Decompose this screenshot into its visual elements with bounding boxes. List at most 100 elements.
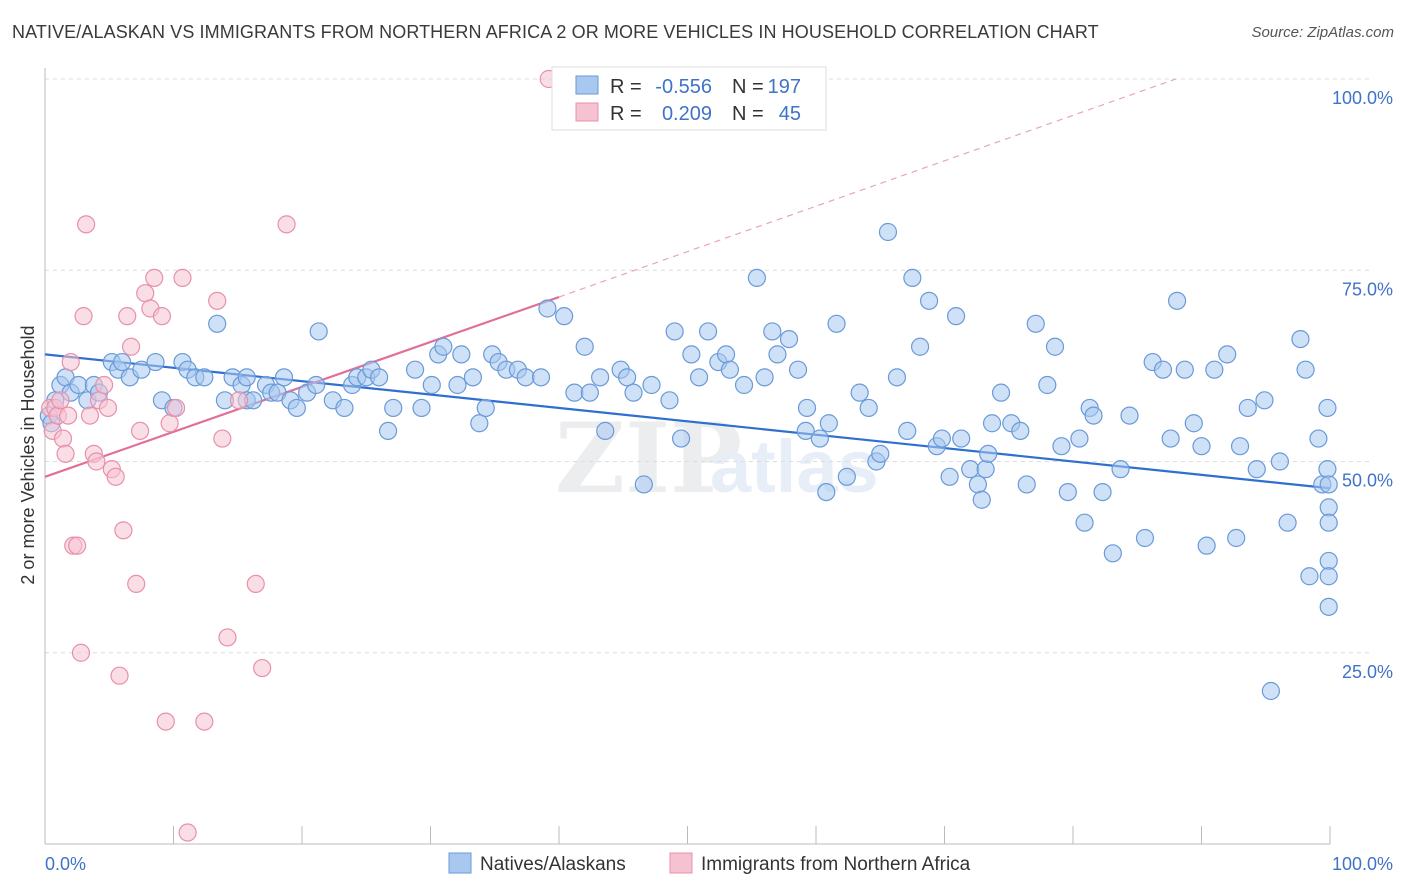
y-tick-label-0: 100.0% [1332, 88, 1393, 108]
natives-point [384, 398, 403, 418]
immigrants-point [218, 628, 237, 647]
series-immigrants-points [41, 69, 558, 842]
natives-point [871, 444, 890, 463]
natives-point [531, 368, 551, 387]
immigrants-point [136, 284, 155, 303]
natives-point [195, 368, 214, 387]
natives-point [660, 391, 679, 410]
natives-point [788, 360, 808, 379]
natives-point [476, 398, 495, 418]
natives-point [976, 460, 995, 479]
natives-point [634, 475, 653, 494]
natives-point [982, 414, 1002, 433]
legend-bottom-swatch-immigrants [669, 852, 693, 874]
natives-point [961, 460, 980, 479]
y-tick-labels: 100.0% 75.0% 50.0% 25.0% [1332, 88, 1393, 682]
natives-point [1011, 421, 1030, 440]
natives-point [779, 330, 799, 349]
legend-n-value-2: 45 [779, 103, 801, 125]
legend-bottom-label-natives: Natives/Alaskans [480, 854, 626, 875]
immigrants-point [95, 375, 114, 395]
immigrants-point [106, 467, 125, 486]
source-label: Source: ZipAtlas.com [1251, 24, 1394, 41]
natives-point [859, 398, 878, 418]
natives-point [1238, 398, 1257, 418]
natives-point [919, 291, 939, 310]
natives-point [682, 345, 701, 364]
natives-point [618, 368, 637, 387]
natives-point [734, 375, 754, 395]
immigrants-point [173, 268, 192, 287]
natives-point [755, 368, 774, 387]
natives-point [979, 444, 998, 463]
immigrants-point [253, 658, 272, 678]
natives-point [1153, 360, 1173, 379]
immigrants-point [114, 521, 133, 540]
natives-point [665, 322, 684, 341]
immigrants-point [68, 536, 87, 555]
natives-point [405, 360, 425, 379]
natives-point [763, 322, 782, 341]
immigrants-point [213, 429, 232, 448]
natives-point [1319, 475, 1338, 494]
natives-point [1205, 360, 1224, 379]
natives-point [1197, 536, 1216, 555]
natives-point [952, 429, 971, 448]
natives-point [671, 429, 691, 448]
natives-point [580, 383, 599, 402]
natives-point [1261, 681, 1280, 701]
natives-point [1192, 437, 1211, 456]
series-natives-points [39, 222, 1338, 701]
natives-point [434, 337, 453, 356]
immigrants-point [59, 406, 78, 425]
immigrants-point [87, 452, 106, 471]
natives-point [1084, 406, 1103, 425]
natives-point [452, 345, 471, 364]
legend-swatch-immigrants [575, 102, 599, 122]
watermark-atlas: atlas [710, 425, 879, 508]
natives-point [422, 375, 441, 395]
natives-point [274, 368, 294, 387]
natives-point [555, 307, 574, 326]
watermark-zip: ZIP [555, 402, 742, 515]
natives-point [972, 490, 991, 509]
legend-top: R = -0.556 N = 197 R = 0.209 N = 45 [551, 66, 827, 131]
immigrants-point [195, 712, 214, 731]
legend-n-label-1: N = [732, 76, 764, 98]
natives-point [1319, 567, 1338, 586]
natives-point [1135, 528, 1155, 548]
natives-point [1058, 483, 1077, 502]
immigrants-point [127, 574, 146, 594]
natives-point [1167, 291, 1187, 310]
immigrants-point [152, 307, 172, 326]
natives-point [1309, 429, 1328, 448]
legend-n-label-2: N = [732, 103, 764, 125]
immigrants-point [98, 398, 118, 418]
natives-point [1218, 345, 1237, 364]
natives-point [1017, 475, 1036, 494]
natives-point [827, 314, 846, 333]
natives-point [720, 360, 740, 379]
natives-point [1319, 597, 1338, 616]
natives-point [689, 368, 709, 387]
natives-point [1270, 452, 1289, 471]
natives-point [1319, 551, 1338, 571]
natives-point [1300, 567, 1319, 586]
legend-r-label-2: R = [610, 103, 642, 125]
immigrants-point [208, 291, 227, 310]
natives-point [1319, 498, 1338, 517]
natives-point [69, 375, 88, 395]
chart-title: NATIVE/ALASKAN VS IMMIGRANTS FROM NORTHE… [12, 22, 1099, 42]
natives-point [575, 337, 594, 356]
natives-point [797, 398, 817, 418]
natives-point [1318, 460, 1337, 479]
natives-point [968, 475, 988, 494]
legend-r-value-1: -0.556 [655, 76, 712, 98]
immigrants-point [80, 406, 100, 425]
natives-point [1038, 375, 1057, 395]
immigrants-point [156, 712, 175, 731]
natives-point [1291, 330, 1310, 349]
natives-point [946, 307, 966, 326]
natives-point [448, 375, 467, 395]
natives-point [596, 421, 615, 440]
